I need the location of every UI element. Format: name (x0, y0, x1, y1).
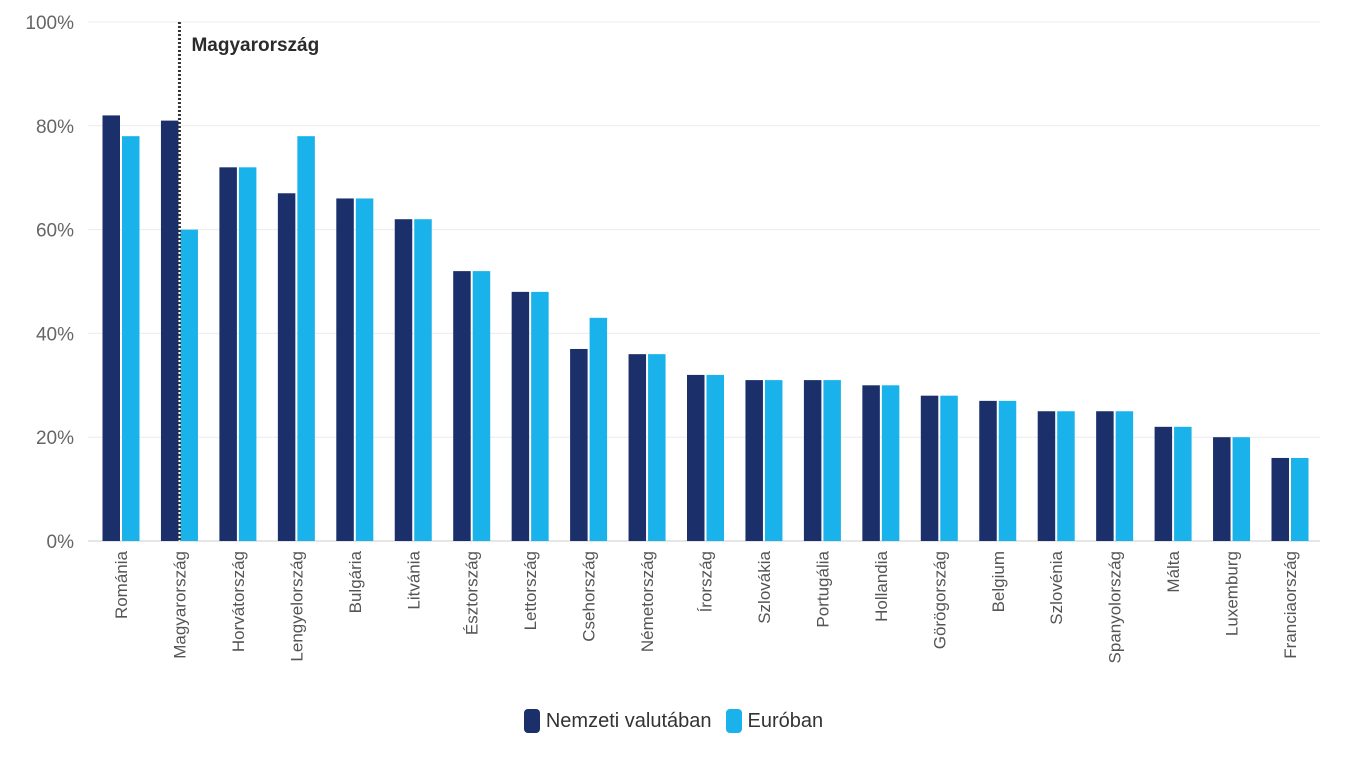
legend: Nemzeti valutában Euróban (0, 709, 1347, 733)
y-tick-label: 80% (36, 117, 74, 138)
bar-euro[interactable] (1174, 426, 1192, 541)
x-tick-label: Görögország (930, 551, 949, 649)
x-tick-label: Bulgária (346, 550, 365, 613)
bar-nemzeti[interactable] (1037, 411, 1056, 541)
bar-euro[interactable] (1115, 411, 1134, 541)
bar-euro[interactable] (589, 317, 608, 541)
bar-nemzeti[interactable] (862, 385, 880, 541)
bar-nemzeti[interactable] (745, 380, 763, 541)
bar-nemzeti[interactable] (920, 395, 939, 541)
x-tick-label: Észtország (463, 551, 482, 635)
bar-nemzeti[interactable] (102, 115, 121, 542)
x-tick-label: Horvátország (229, 551, 248, 652)
y-tick-label: 60% (36, 221, 74, 242)
bar-euro[interactable] (1057, 411, 1075, 541)
bar-euro[interactable] (297, 136, 315, 541)
y-tick-label: 100% (25, 13, 74, 34)
x-tick-label: Portugália (813, 550, 832, 627)
annotation-label: Magyarország (191, 35, 319, 56)
bar-nemzeti[interactable] (803, 380, 822, 541)
bar-nemzeti[interactable] (687, 374, 705, 541)
bar-nemzeti[interactable] (1271, 457, 1290, 541)
bar-nemzeti[interactable] (570, 348, 588, 541)
x-tick-label: Magyarország (170, 551, 189, 659)
y-tick-label: 0% (47, 532, 75, 553)
bar-euro[interactable] (355, 198, 374, 541)
bar-nemzeti[interactable] (979, 400, 997, 541)
legend-swatch-euro (725, 709, 742, 733)
bar-nemzeti[interactable] (628, 354, 647, 541)
x-tick-label: Belgium (989, 551, 1008, 612)
bar-nemzeti[interactable] (219, 167, 237, 541)
bar-nemzeti[interactable] (1096, 411, 1114, 541)
bar-nemzeti[interactable] (394, 219, 413, 541)
legend-item-nemzeti[interactable]: Nemzeti valutában (523, 709, 712, 733)
legend-item-euro[interactable]: Euróban (725, 709, 824, 733)
x-tick-label: Románia (112, 550, 131, 619)
x-tick-label: Lengyelország (287, 551, 306, 662)
bar-nemzeti[interactable] (1213, 437, 1231, 541)
x-tick-label: Lettország (521, 551, 540, 630)
y-tick-label: 40% (36, 324, 74, 345)
legend-label-euro: Euróban (747, 709, 824, 732)
bar-euro[interactable] (940, 395, 958, 541)
x-tick-label: Málta (1164, 550, 1183, 592)
bar-euro[interactable] (706, 374, 725, 541)
x-tick-label: Írország (697, 551, 716, 612)
legend-swatch-nemzeti (523, 709, 540, 733)
bar-euro[interactable] (998, 400, 1017, 541)
bar-euro[interactable] (881, 385, 900, 541)
x-tick-label: Németország (638, 551, 657, 652)
bar-euro[interactable] (180, 229, 198, 541)
y-tick-label: 20% (36, 428, 74, 449)
bar-nemzeti[interactable] (277, 193, 296, 541)
x-tick-label: Szlovénia (1047, 550, 1066, 624)
bar-nemzeti[interactable] (1154, 426, 1173, 541)
x-tick-label: Szlovákia (755, 550, 774, 623)
x-tick-label: Luxemburg (1223, 551, 1242, 636)
x-tick-label: Franciaország (1281, 551, 1300, 659)
x-tick-label: Spanyolország (1106, 551, 1125, 663)
bar-euro[interactable] (1291, 457, 1309, 541)
x-tick-label: Csehország (580, 551, 599, 642)
bar-euro[interactable] (414, 219, 432, 541)
bar-euro[interactable] (764, 380, 783, 541)
legend-label-nemzeti: Nemzeti valutában (545, 709, 712, 732)
bar-euro[interactable] (472, 271, 491, 541)
bar-euro[interactable] (238, 167, 257, 541)
bar-nemzeti[interactable] (336, 198, 354, 541)
bar-nemzeti[interactable] (453, 271, 471, 541)
bar-nemzeti[interactable] (511, 291, 530, 541)
bar-chart: 0% 20% 40% 60% 80% 100% Románia Magyarország Hor… (25, 13, 1320, 663)
bar-euro[interactable] (122, 136, 140, 541)
bar-euro[interactable] (531, 291, 549, 541)
bar-euro[interactable] (1232, 437, 1251, 541)
x-tick-label: Hollandia (872, 550, 891, 621)
x-tick-label: Litvánia (404, 550, 423, 609)
bar-nemzeti[interactable] (160, 120, 179, 542)
bar-euro[interactable] (823, 380, 841, 541)
bar-euro[interactable] (648, 354, 666, 541)
